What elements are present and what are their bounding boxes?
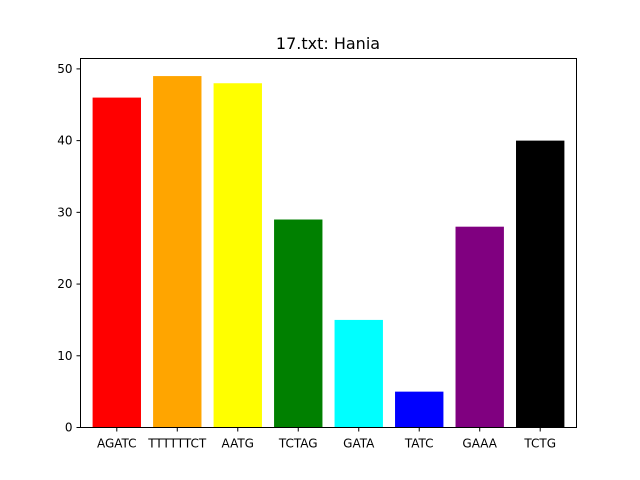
chart-title: 17.txt: Hania [276,34,380,53]
bar-gata [334,319,383,428]
x-tick-label: GATA [343,437,375,451]
y-tick-label: 10 [57,349,72,363]
bar-gaaa [455,226,504,428]
x-tick-label: TCTG [523,437,556,451]
y-axis-ticks: 0 10 20 30 40 50 [57,62,81,435]
y-tick-label: 30 [57,205,72,219]
y-tick-label: 50 [57,62,72,76]
x-tick-label: AATG [222,437,254,451]
x-tick-label: TTTTTTCT [147,437,207,451]
y-tick-label: 0 [65,421,73,435]
y-tick-label: 40 [57,134,72,148]
bar-agatc [92,97,141,428]
bar-tatc [395,391,444,428]
x-tick-label: GAAA [462,437,497,451]
bar-tctg [516,140,565,428]
y-tick-label: 20 [57,277,72,291]
x-tick-label: TATC [404,437,434,451]
x-tick-label: AGATC [97,437,137,451]
bar-tctag [274,219,323,428]
plot-frame [80,58,577,428]
x-axis-ticks: AGATC TTTTTTCT AATG TCTAG GATA TATC GAAA TCTG [97,427,556,451]
bars-group [92,76,565,428]
x-tick-label: TCTAG [278,437,318,451]
bar-aatg [213,83,262,428]
bar-ttttttct [153,76,202,428]
